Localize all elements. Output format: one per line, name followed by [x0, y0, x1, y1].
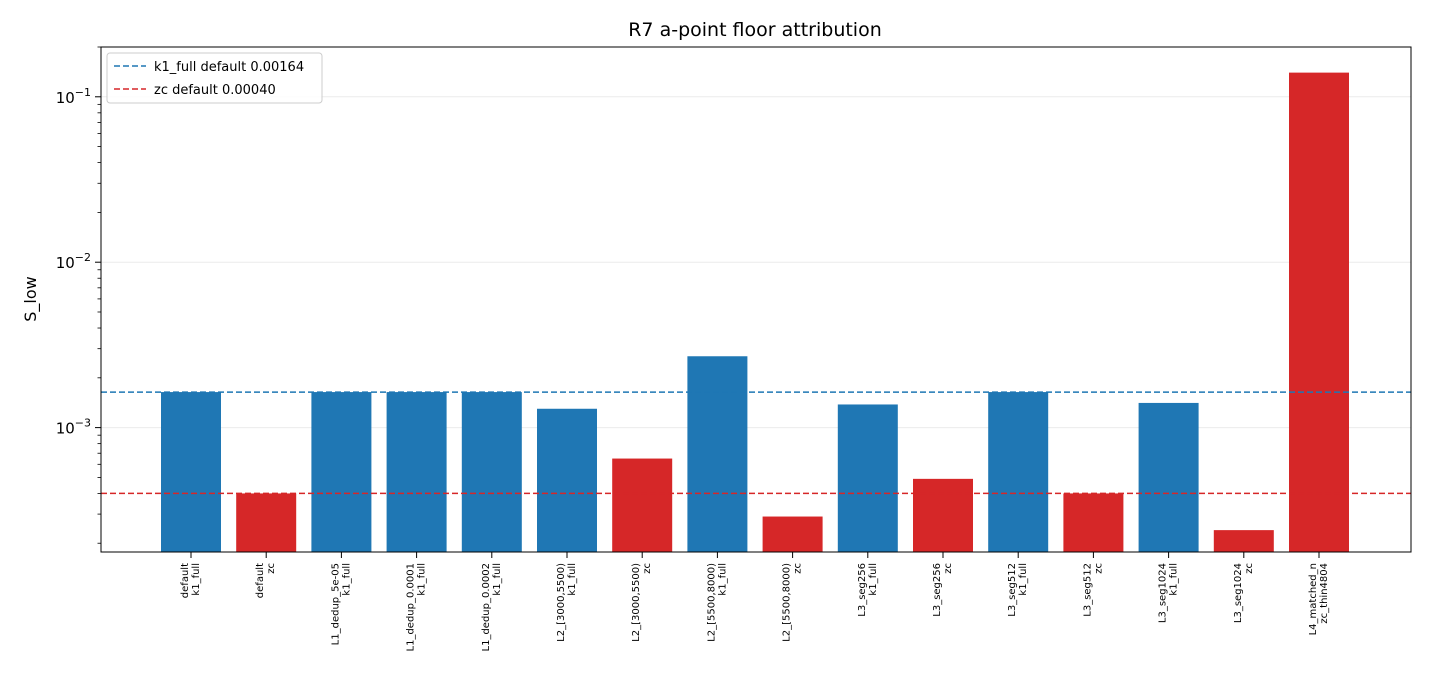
- bar: [988, 392, 1049, 552]
- x-tick-label: L1_dedup_0.0002: [481, 563, 492, 651]
- x-tick-label: k1_full: [417, 563, 428, 596]
- x-tick-label: L2_[5500,8000): [706, 563, 717, 642]
- x-axis-ticks: default k1_full default zc L1_dedup_5e-05 k1_…: [180, 552, 1330, 651]
- bar: [1138, 402, 1199, 552]
- x-tick-label: k1_full: [717, 563, 728, 596]
- x-tick-label: L3_seg1024: [1158, 563, 1169, 623]
- x-tick-label: k1_full: [492, 563, 503, 596]
- x-tick-label: zc: [642, 563, 653, 574]
- bar: [236, 493, 297, 552]
- x-tick-label: zc: [1244, 563, 1255, 574]
- y-tick-label: 10−1: [56, 86, 91, 107]
- bar: [837, 404, 898, 552]
- reference-lines: [101, 391, 1411, 495]
- x-tick-label: default: [180, 563, 191, 598]
- legend: k1_full default 0.00164 zc default 0.0004…: [106, 52, 323, 104]
- y-tick-label: 10−3: [56, 417, 91, 438]
- x-tick-label: L3_seg512: [1082, 563, 1093, 617]
- y-tick-label: 10−2: [56, 251, 91, 272]
- x-tick-label: L1_dedup_0.0001: [406, 563, 417, 651]
- bar: [161, 392, 221, 552]
- x-tick-label: L2_[3000,5500): [631, 563, 642, 642]
- x-tick-label: zc: [943, 563, 954, 574]
- bar: [386, 392, 447, 552]
- bar: [1289, 72, 1349, 553]
- x-tick-label: zc: [266, 563, 277, 574]
- bar: [311, 392, 372, 552]
- x-tick-label: k1_full: [567, 563, 578, 596]
- legend-label: zc default 0.00040: [154, 83, 276, 98]
- x-tick-label: L3_seg512: [1007, 563, 1018, 617]
- x-tick-label: L1_dedup_5e-05: [330, 563, 341, 645]
- bar: [913, 478, 973, 552]
- x-tick-label: k1_full: [341, 563, 352, 596]
- legend-label: k1_full default 0.00164: [154, 60, 304, 75]
- chart-title: R7 a-point floor attribution: [628, 19, 882, 41]
- x-tick-label: L4_matched_n: [1308, 563, 1319, 635]
- x-tick-label: L2_[3000,5500): [556, 563, 567, 642]
- x-tick-label: L3_seg256: [932, 563, 943, 617]
- bar: [1213, 530, 1274, 552]
- y-axis-ticks: 10−3 10−2 10−1: [56, 46, 101, 544]
- bar: [612, 458, 673, 552]
- x-tick-label: L3_seg256: [857, 563, 868, 617]
- x-tick-label: zc: [1093, 563, 1104, 574]
- x-tick-label: default: [255, 563, 266, 598]
- grid-lines: [101, 96, 1411, 429]
- legend-box: [106, 52, 323, 104]
- x-tick-label: k1_full: [1169, 563, 1180, 596]
- y-axis-label: S_low: [21, 276, 41, 321]
- x-tick-label: k1_full: [1018, 563, 1029, 596]
- bars: [161, 72, 1349, 553]
- plot-frame: [100, 46, 1412, 553]
- x-tick-label: zc: [793, 563, 804, 574]
- x-tick-label: zc_thin4804: [1319, 563, 1330, 624]
- bar: [687, 356, 748, 552]
- bar: [461, 392, 522, 552]
- x-tick-label: L2_[5500,8000): [782, 563, 793, 642]
- x-tick-label: L3_seg1024: [1233, 563, 1244, 623]
- bar: [1063, 493, 1124, 552]
- x-tick-label: k1_full: [868, 563, 879, 596]
- bar: [537, 408, 597, 552]
- bar: [762, 516, 823, 552]
- x-tick-label: k1_full: [191, 563, 202, 596]
